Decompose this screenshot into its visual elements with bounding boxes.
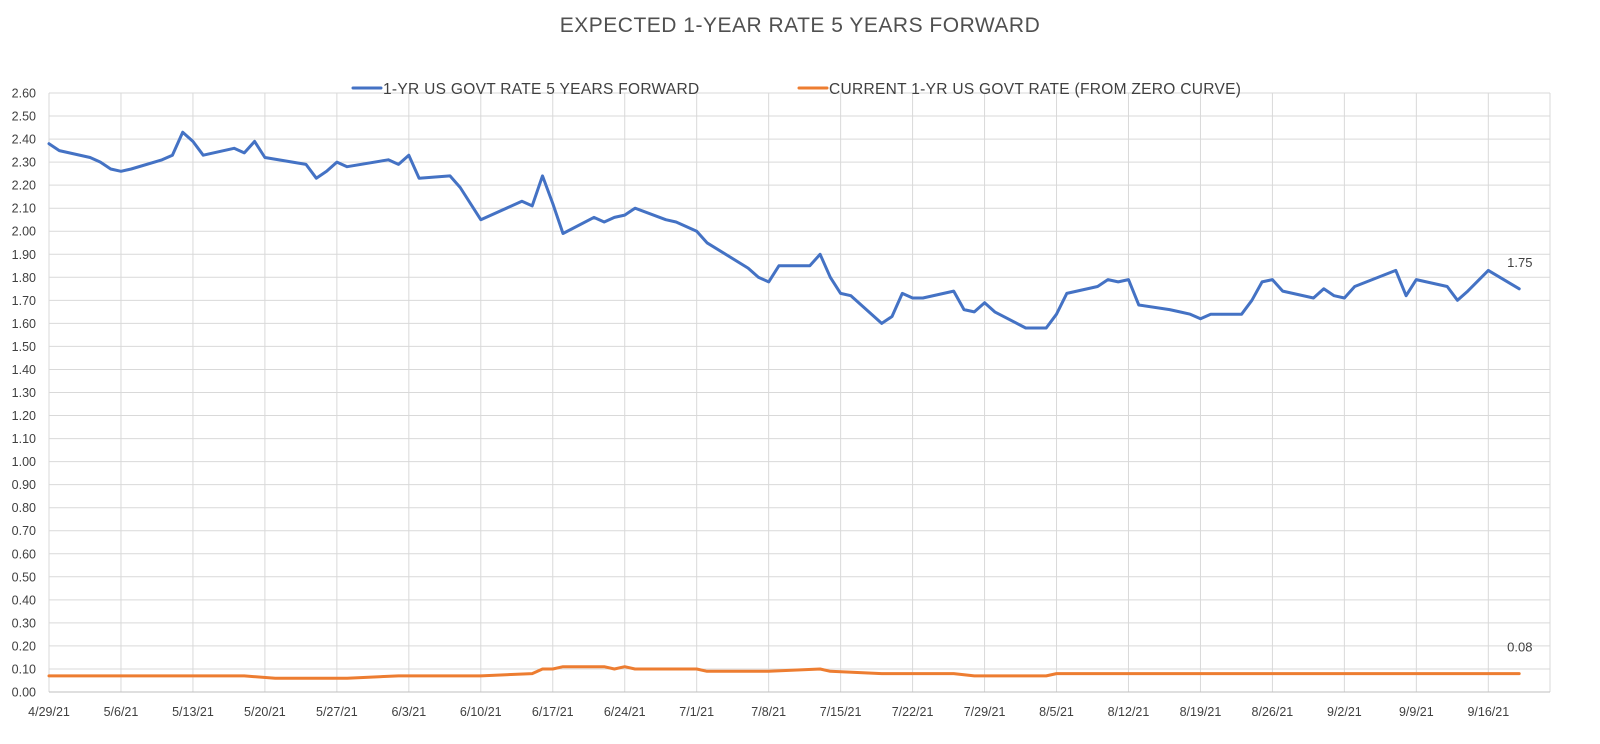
x-tick-label: 9/2/21 [1327,705,1362,719]
x-tick-label: 6/17/21 [532,705,574,719]
gridlines [48,92,1551,693]
y-tick-label: 1.70 [12,294,36,308]
y-tick-label: 2.30 [12,156,36,170]
x-tick-label: 6/3/21 [391,705,426,719]
y-tick-label: 0.40 [12,593,36,607]
y-tick-label: 0.60 [12,547,36,561]
x-tick-label: 5/27/21 [316,705,358,719]
y-tick-label: 1.90 [12,248,36,262]
x-tick-label: 7/22/21 [892,705,934,719]
series-line-2 [47,665,1521,680]
x-tick-label: 8/5/21 [1039,705,1074,719]
y-tick-label: 2.20 [12,179,36,193]
y-tick-label: 1.60 [12,317,36,331]
legend: 1-YR US GOVT RATE 5 YEARS FORWARD CURRENT… [351,81,1241,98]
x-tick-label: 8/26/21 [1252,705,1294,719]
y-tick-label: 1.30 [12,386,36,400]
x-tick-label: 5/13/21 [172,705,214,719]
y-tick-label: 0.90 [12,478,36,492]
y-tick-label: 1.00 [12,455,36,469]
y-tick-label: 0.20 [12,639,36,653]
y-tick-label: 2.50 [12,110,36,124]
y-tick-label: 0.80 [12,501,36,515]
y-tick-label: 0.00 [12,686,36,700]
x-tick-label: 7/8/21 [751,705,786,719]
series-lines [47,130,1521,680]
x-tick-label: 9/9/21 [1399,705,1434,719]
y-tick-label: 0.10 [12,662,36,676]
series-line-1 [47,130,1521,330]
x-tick-label: 6/10/21 [460,705,502,719]
x-tick-label: 7/15/21 [820,705,862,719]
x-tick-label: 5/20/21 [244,705,286,719]
end-value-label-2: 0.08 [1507,640,1532,655]
y-tick-label: 0.50 [12,570,36,584]
y-tick-label: 2.40 [12,133,36,147]
x-axis-tick-labels: 4/29/21 5/6/21 5/13/21 5/20/21 5/27/21 6/3/21… [28,705,1509,719]
y-tick-label: 1.10 [12,432,36,446]
end-value-label-1: 1.75 [1507,255,1532,270]
y-tick-label: 2.60 [12,87,36,101]
y-axis-tick-labels: 0.00 0.10 0.20 0.30 0.40 0.50 0.60 0.70 0.80 0.90… [12,87,36,700]
x-tick-label: 9/16/21 [1467,705,1509,719]
x-tick-label: 8/19/21 [1180,705,1222,719]
chart-title: EXPECTED 1-YEAR RATE 5 YEARS FORWARD [559,14,1041,37]
y-tick-label: 1.20 [12,409,36,423]
y-tick-label: 2.10 [12,202,36,216]
x-tick-label: 6/24/21 [604,705,646,719]
x-tick-label: 7/29/21 [964,705,1006,719]
x-tick-label: 5/6/21 [104,705,139,719]
y-tick-label: 1.80 [12,271,36,285]
legend-label-2: CURRENT 1-YR US GOVT RATE (FROM ZERO CUR… [829,81,1241,98]
x-tick-label: 8/12/21 [1108,705,1150,719]
legend-label-1: 1-YR US GOVT RATE 5 YEARS FORWARD [383,81,700,98]
y-tick-label: 0.30 [12,616,36,630]
x-tick-label: 7/1/21 [679,705,714,719]
y-tick-label: 1.40 [12,363,36,377]
y-tick-label: 2.00 [12,225,36,239]
x-tick-label: 4/29/21 [28,705,70,719]
end-value-labels: 1.75 0.08 [1507,255,1532,655]
y-tick-label: 1.50 [12,340,36,354]
y-tick-label: 0.70 [12,524,36,538]
